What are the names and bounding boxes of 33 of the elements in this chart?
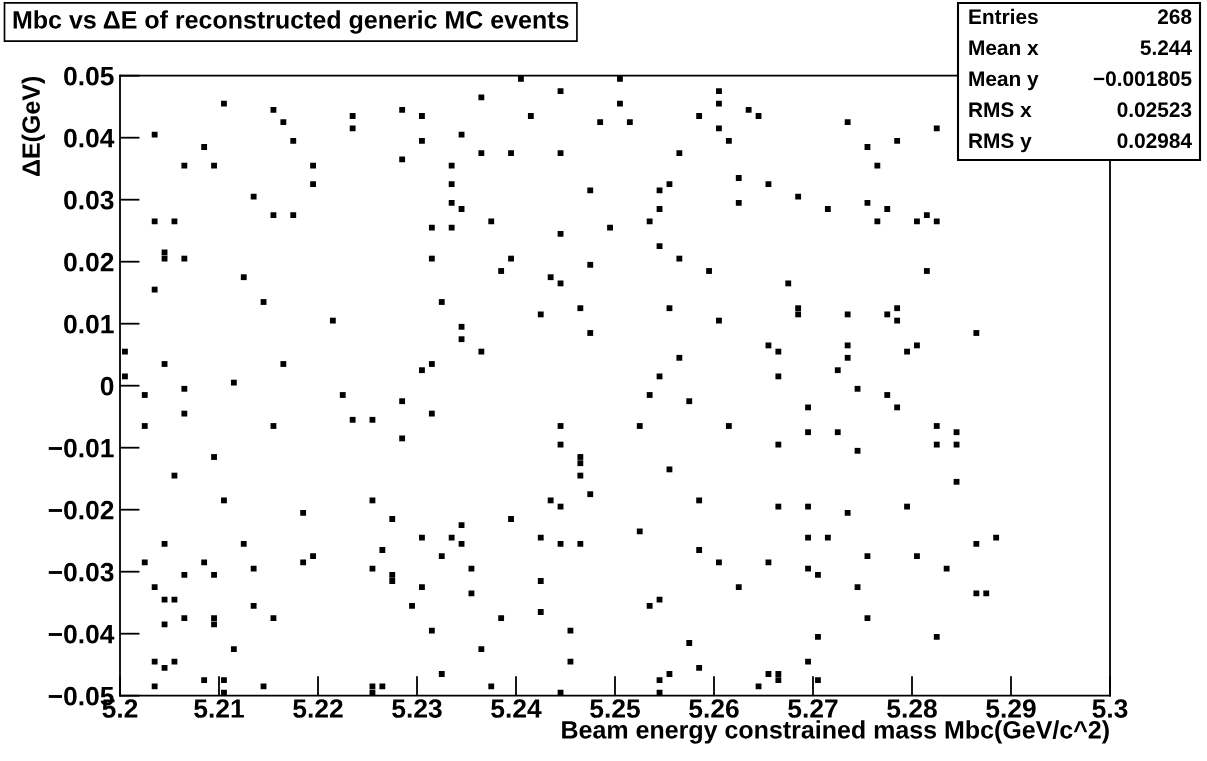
y-axis-title: ΔE(GeV) <box>21 76 45 176</box>
x-tick-label: 5.21 <box>194 699 244 718</box>
y-tick-label: 0.04 <box>64 128 115 148</box>
annotation: Mean y <box>969 71 1039 91</box>
text: 0.02523 <box>1117 102 1192 118</box>
chart-title: Mbc vs ΔE of reconstructed generic MC events <box>13 10 569 34</box>
x-tick-label: 5.26 <box>689 699 739 718</box>
x-tick-label: 5.29 <box>986 699 1036 718</box>
y-tick-label: −0.04 <box>48 624 115 644</box>
annotation: RMS y <box>969 133 1032 153</box>
y-tick-label: −0.03 <box>48 562 114 582</box>
annotation: −0.001805 <box>1093 71 1192 87</box>
annotation: RMS x <box>969 102 1032 118</box>
x-tick-label: 5.23 <box>392 699 442 718</box>
y-tick-label: 0.03 <box>64 190 114 210</box>
y-tick-label: 0.01 <box>64 314 114 334</box>
x-tick-label: 5.28 <box>887 699 937 718</box>
y-tick-label: 0.05 <box>64 66 114 86</box>
x-tick-label: 5.22 <box>293 699 343 718</box>
x-axis-title: Beam energy constrained mass Mbc(GeV/c^2) <box>562 720 1109 744</box>
x-tick-label: 5.3 <box>1092 699 1128 718</box>
y-tick-label: 0 <box>100 376 114 396</box>
text: Entries <box>969 8 1038 25</box>
x-tick-label: 5.25 <box>590 699 640 718</box>
x-tick-label: 5.24 <box>491 699 542 718</box>
y-tick-label: 0.02 <box>64 252 114 272</box>
x-tick-label: 5.27 <box>788 699 838 718</box>
text: 5.244 <box>1140 40 1192 56</box>
y-tick-label: −0.02 <box>48 500 114 520</box>
text: Mean x <box>969 40 1039 56</box>
text: 268 <box>1157 9 1192 25</box>
text: 0.02984 <box>1117 133 1192 149</box>
y-tick-label: −0.01 <box>48 438 114 458</box>
